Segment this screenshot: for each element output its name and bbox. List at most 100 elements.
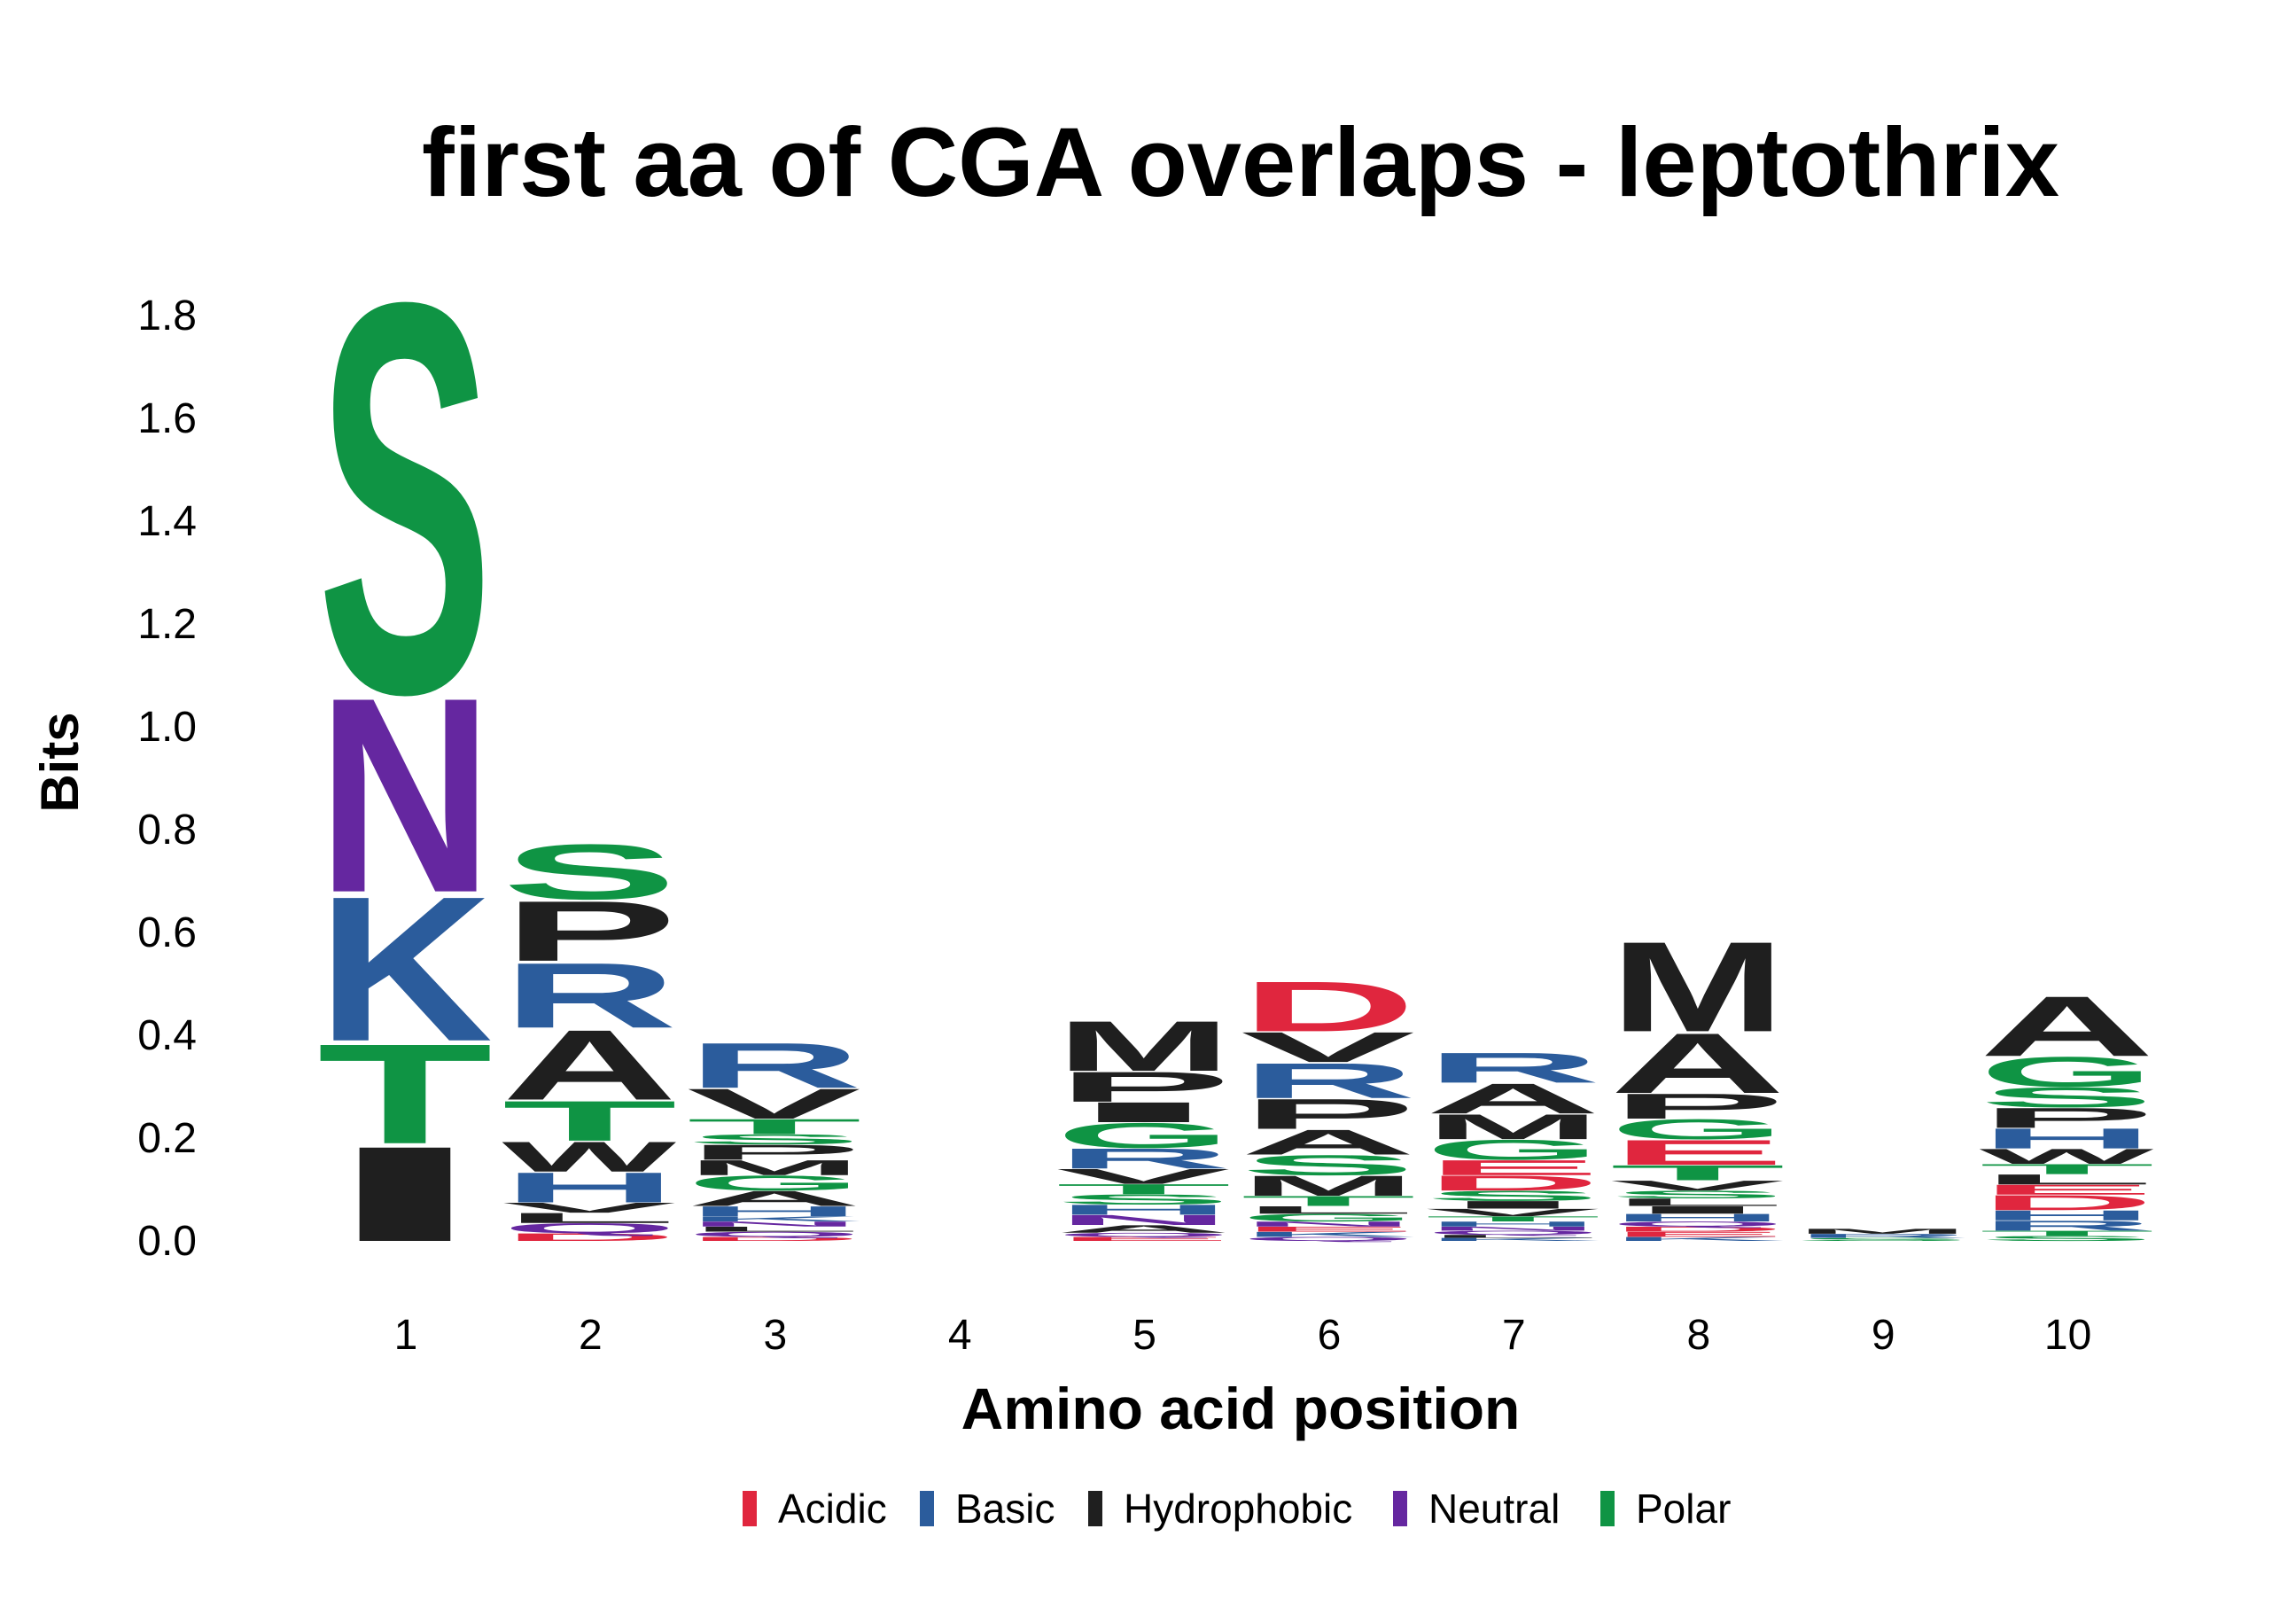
legend-swatch	[920, 1491, 934, 1526]
y-tick-label: 0.8	[137, 807, 197, 854]
logo-letter-Q: Q	[1056, 1232, 1232, 1238]
logo-letter-E: E	[1425, 1156, 1600, 1180]
logo-letter-M: M	[1056, 1006, 1232, 1086]
axis-layer: 0.0 0.2 0.4 0.6 0.8 1.0 1.2 1.4 1.6 1.8 Bits 1 2 3 4 5 6…	[30, 292, 2091, 1441]
logo-letter-R: R	[1794, 1233, 1970, 1239]
legend-label: Neutral	[1428, 1486, 1560, 1532]
logo-letter-A: A	[1610, 1015, 1786, 1111]
logo-letter-T: T	[317, 1014, 493, 1174]
logo-letter-I: I	[317, 1119, 493, 1270]
logo-letter-G: G	[1425, 1134, 1600, 1166]
logo-letter-G: G	[1980, 1048, 2155, 1096]
y-tick-label: 0.4	[137, 1012, 197, 1059]
logo-letter-P: P	[1241, 1090, 1416, 1138]
logo-letter-V: V	[1241, 1023, 1415, 1071]
legend-swatch	[743, 1491, 757, 1526]
logo-letter-D: D	[502, 1231, 677, 1244]
legend-label: Basic	[955, 1486, 1055, 1532]
logo-letter-V: V	[1056, 1165, 1231, 1189]
chart-title: first aa of CGA overlaps - leptothrix	[422, 108, 2059, 217]
y-tick-label: 0.6	[137, 909, 197, 956]
logo-letter-W: W	[502, 1133, 676, 1181]
x-tick-label: 6	[1318, 1312, 1342, 1359]
legend-label: Acidic	[778, 1486, 887, 1532]
logo-letter-V: V	[687, 1080, 861, 1127]
legend-label: Hydrophobic	[1124, 1486, 1352, 1532]
logo-letter-S: S	[1794, 1237, 1970, 1242]
logo-letter-D: D	[1425, 1171, 1600, 1195]
logo-letter-S: S	[317, 188, 493, 810]
logo-letter-V: V	[1425, 1206, 1599, 1218]
y-tick-label: 0.0	[137, 1218, 197, 1265]
logo-letter-L: L	[1980, 1172, 2155, 1188]
x-tick-label: 3	[763, 1312, 787, 1359]
logo-letter-I: I	[1610, 1204, 1786, 1216]
legend-swatch	[1600, 1491, 1615, 1526]
logo-letter-W: W	[1980, 1144, 2154, 1168]
logo-letter-P: P	[1610, 1086, 1786, 1126]
logo-letter-P: P	[1056, 1063, 1232, 1111]
logo-letter-A: A	[1425, 1074, 1600, 1122]
logo-letter-D: D	[687, 1236, 862, 1242]
x-tick-label: 7	[1502, 1312, 1526, 1359]
logo-letter-H: H	[1425, 1220, 1600, 1228]
logo-letter-S: S	[687, 1131, 862, 1147]
logo-letter-R: R	[1056, 1143, 1232, 1174]
logo-letter-V: V	[1610, 1178, 1785, 1194]
y-tick-label: 1.2	[137, 601, 197, 648]
x-tick-label: 10	[2044, 1312, 2091, 1359]
legend-item-acidic: Acidic	[743, 1486, 887, 1532]
logo-letter-M: M	[1610, 915, 1786, 1058]
logo-letter-T: T	[1610, 1161, 1786, 1185]
logo-letter-S: S	[1056, 1191, 1232, 1207]
logo-letter-G: G	[1241, 1212, 1416, 1223]
x-tick-label: 1	[394, 1312, 418, 1359]
logo-letter-P: P	[687, 1140, 862, 1164]
x-tick-label: 2	[579, 1312, 603, 1359]
logo-letter-K: K	[317, 853, 493, 1084]
legend-item-neutral: Neutral	[1393, 1486, 1560, 1532]
logo-letter-H: H	[1980, 1123, 2155, 1155]
logo-letter-A: A	[1056, 1223, 1232, 1236]
logo-letter-N: N	[1425, 1226, 1600, 1232]
legend-swatch	[1393, 1491, 1407, 1526]
logo-letter-G: G	[1610, 1113, 1786, 1145]
logo-letter-G: G	[1056, 1116, 1232, 1156]
logo-letter-T: T	[687, 1114, 862, 1138]
logo-letter-G: G	[687, 1171, 862, 1195]
logo-letter-N: N	[317, 640, 493, 951]
logo-letter-S: S	[1425, 1188, 1600, 1204]
logo-letter-A: A	[1980, 979, 2155, 1074]
y-tick-label: 1.6	[137, 395, 197, 442]
logo-letter-S: S	[1980, 1235, 2155, 1243]
logo-letter-R: R	[1425, 1044, 1600, 1092]
logo-letter-A: A	[1241, 1122, 1416, 1162]
logo-letter-R: R	[1980, 1218, 2155, 1234]
logo-letter-N: N	[687, 1220, 862, 1228]
logo-letter-I: I	[1425, 1199, 1600, 1212]
logo-letter-T: T	[1241, 1193, 1416, 1209]
logo-letter-H: H	[1610, 1212, 1786, 1224]
logo-letter-L: L	[502, 1210, 677, 1226]
logo-letter-R: R	[502, 943, 677, 1047]
legend-item-hydrophobic: Hydrophobic	[1088, 1486, 1352, 1532]
logo-letter-M: M	[1794, 1228, 1970, 1236]
logo-letter-R: R	[687, 1030, 862, 1102]
legend-item-basic: Basic	[920, 1486, 1055, 1532]
logo-letter-K: K	[1610, 1236, 1786, 1242]
logo-letter-S: S	[1610, 1189, 1786, 1201]
logo-letter-S: S	[502, 829, 677, 916]
logo-letter-P: P	[502, 883, 677, 979]
logo-letter-M: M	[1425, 1107, 1600, 1147]
logo-letter-A: A	[502, 1010, 677, 1121]
logo-letter-D: D	[1610, 1225, 1786, 1233]
logo-letter-Q: Q	[687, 1230, 862, 1238]
logo-letter-L: L	[1610, 1197, 1786, 1209]
x-axis-label: Amino acid position	[961, 1376, 1521, 1441]
